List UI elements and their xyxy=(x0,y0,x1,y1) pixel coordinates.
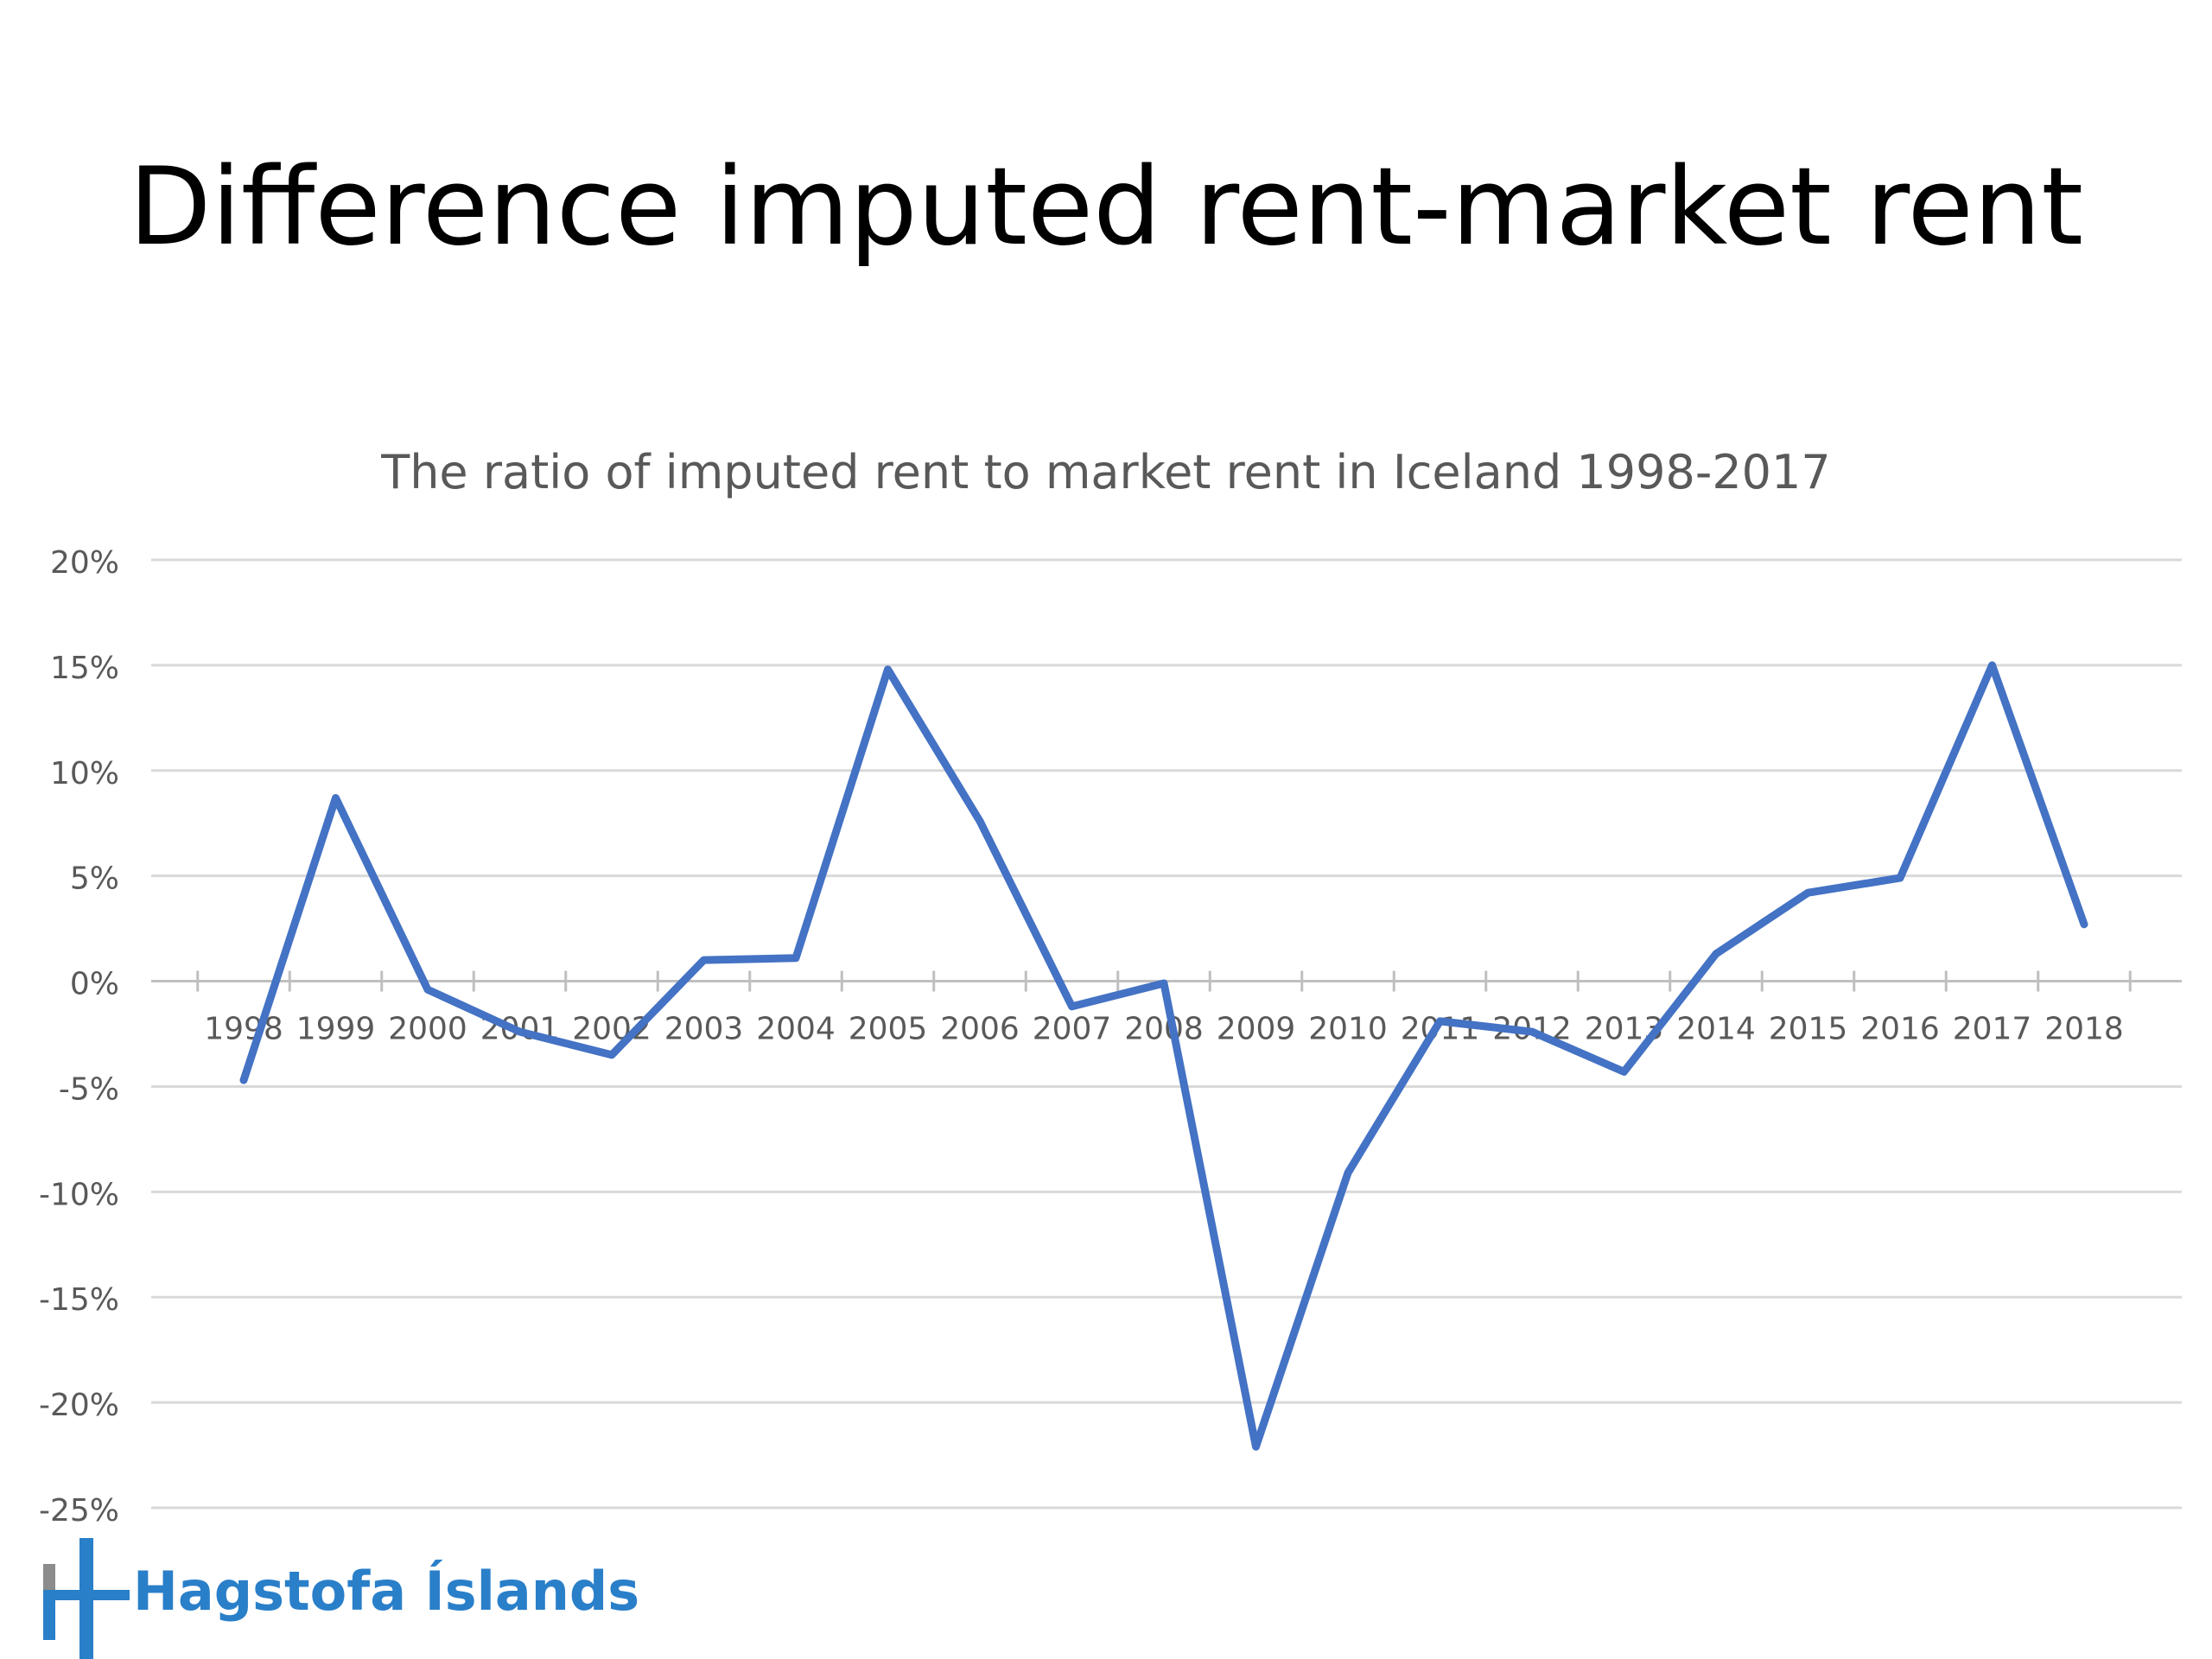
data-point xyxy=(240,1077,247,1084)
data-point xyxy=(424,986,431,994)
x-tick-label: 2000 xyxy=(388,1012,467,1047)
data-point xyxy=(1804,889,1812,897)
data-point xyxy=(1529,1028,1535,1036)
x-tick-label: 2007 xyxy=(1033,1012,1112,1047)
y-tick-label: -25% xyxy=(39,1493,119,1529)
y-tick-label: 10% xyxy=(50,756,119,791)
data-point xyxy=(1344,1169,1351,1177)
y-tick-label: -20% xyxy=(39,1388,119,1423)
data-point xyxy=(2081,920,2088,928)
x-tick-label: 2014 xyxy=(1676,1012,1756,1047)
data-point xyxy=(700,957,708,964)
slide-title: Difference imputed rent-market rent xyxy=(129,145,2083,270)
x-tick-label: 2011 xyxy=(1401,1012,1480,1047)
x-tick-label: 1998 xyxy=(204,1012,283,1047)
y-tick-label: 5% xyxy=(70,861,119,897)
x-tick-label: 2016 xyxy=(1860,1012,1940,1047)
x-tick-label: 2010 xyxy=(1308,1012,1388,1047)
x-tick-label: 2015 xyxy=(1769,1012,1848,1047)
data-point xyxy=(608,1051,615,1058)
data-point xyxy=(884,665,892,673)
x-axis-tick-labels: 1998199920002001200220032004200520062007… xyxy=(204,1012,2124,1047)
data-point xyxy=(1252,1443,1260,1451)
series-layer xyxy=(239,661,2088,1451)
y-tick-label: 15% xyxy=(50,651,119,686)
y-tick-label: 20% xyxy=(50,545,119,581)
data-point xyxy=(976,817,983,825)
data-point xyxy=(1713,950,1719,957)
hagstofa-logo-mark-icon xyxy=(43,1538,130,1659)
data-point xyxy=(332,794,340,802)
x-tick-label: 2004 xyxy=(756,1012,836,1047)
y-tick-label: -15% xyxy=(39,1282,119,1318)
x-tick-label: 2018 xyxy=(2044,1012,2124,1047)
data-point xyxy=(1436,1017,1444,1025)
x-tick-label: 1999 xyxy=(296,1012,376,1047)
x-tick-label: 2005 xyxy=(849,1012,928,1047)
x-tick-label: 2006 xyxy=(940,1012,1020,1047)
gridlines xyxy=(151,558,2182,1510)
data-point xyxy=(1620,1068,1628,1076)
x-tick-label: 2009 xyxy=(1217,1012,1296,1047)
chart-title: The ratio of imputed rent to market rent… xyxy=(381,445,1831,499)
data-point xyxy=(1988,661,1996,669)
y-tick-label: 0% xyxy=(70,967,119,1002)
data-point xyxy=(1897,874,1904,882)
data-point xyxy=(1160,979,1167,987)
data-point xyxy=(1068,1002,1076,1010)
data-point xyxy=(516,1028,524,1036)
y-tick-label: -10% xyxy=(39,1177,119,1212)
hagstofa-logo: Hagstofa Íslands xyxy=(36,1538,639,1659)
x-tick-label: 2017 xyxy=(1953,1012,2032,1047)
hagstofa-logo-text: Hagstofa Íslands xyxy=(133,1560,640,1623)
x-tick-label: 2008 xyxy=(1124,1012,1204,1047)
x-tick-label: 2003 xyxy=(664,1012,744,1047)
y-axis-tick-labels: 20% 15% 10% 5% 0% -5% -10% -15% -20% -25% xyxy=(39,545,119,1529)
series-line xyxy=(239,661,2088,1451)
y-tick-label: -5% xyxy=(59,1071,119,1107)
data-point xyxy=(792,954,799,962)
